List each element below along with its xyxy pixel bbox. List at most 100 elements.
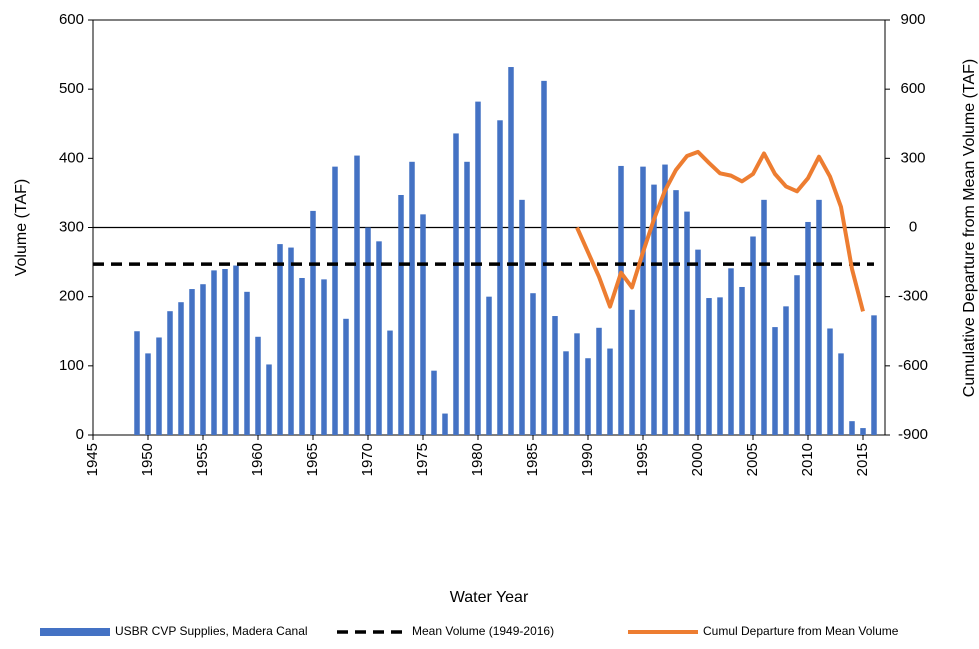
x-tick-label: 1945 bbox=[84, 443, 101, 476]
y-tick-label: 300 bbox=[59, 218, 84, 235]
bar bbox=[684, 211, 690, 435]
y2-axis-label: Cumulative Departure from Mean Volume (T… bbox=[961, 59, 978, 397]
bar bbox=[530, 293, 536, 435]
x-axis-label: Water Year bbox=[450, 589, 529, 606]
bar bbox=[387, 330, 393, 435]
bar bbox=[629, 309, 635, 435]
y-tick-label: 200 bbox=[59, 288, 84, 305]
x-tick-label: 1970 bbox=[359, 443, 376, 476]
bar bbox=[475, 101, 481, 435]
y2-tick-label: -900 bbox=[898, 426, 928, 443]
bar bbox=[607, 348, 613, 435]
bar bbox=[618, 165, 624, 436]
bar bbox=[244, 291, 250, 435]
x-tick-label: 2015 bbox=[854, 443, 871, 476]
bar bbox=[343, 318, 349, 435]
bar bbox=[134, 331, 140, 435]
bar bbox=[717, 297, 723, 435]
bar bbox=[156, 337, 162, 435]
bar bbox=[321, 279, 327, 435]
x-tick-label: 1990 bbox=[579, 443, 596, 476]
y2-tick-label: 600 bbox=[900, 80, 925, 97]
bar bbox=[574, 333, 580, 435]
bar bbox=[596, 327, 602, 435]
y-tick-label: 0 bbox=[76, 426, 84, 443]
bar bbox=[585, 358, 591, 435]
legend-swatch bbox=[40, 628, 110, 636]
x-tick-label: 1985 bbox=[524, 443, 541, 476]
y-tick-label: 100 bbox=[59, 357, 84, 374]
bar bbox=[563, 351, 569, 435]
y-tick-label: 600 bbox=[59, 11, 84, 28]
bar bbox=[640, 166, 646, 435]
bar bbox=[376, 241, 382, 435]
legend-label: Cumul Departure from Mean Volume bbox=[703, 624, 899, 638]
bar bbox=[508, 67, 514, 436]
bar bbox=[761, 199, 767, 435]
bar bbox=[167, 311, 173, 435]
bar bbox=[673, 190, 679, 435]
bar bbox=[464, 161, 470, 435]
bar bbox=[255, 336, 261, 435]
bar bbox=[266, 364, 272, 435]
y-axis-label: Volume (TAF) bbox=[13, 179, 30, 277]
bar bbox=[332, 166, 338, 435]
bar bbox=[178, 302, 184, 435]
bar bbox=[860, 428, 866, 435]
bar bbox=[431, 370, 437, 435]
bar bbox=[409, 161, 415, 435]
bar bbox=[827, 328, 833, 435]
bar bbox=[233, 265, 239, 435]
x-tick-label: 1950 bbox=[139, 443, 156, 476]
bar bbox=[541, 80, 547, 435]
y2-tick-label: -600 bbox=[898, 357, 928, 374]
x-tick-label: 1960 bbox=[249, 443, 266, 476]
bar bbox=[277, 244, 283, 435]
y-tick-label: 500 bbox=[59, 80, 84, 97]
y-tick-label: 400 bbox=[59, 149, 84, 166]
bar bbox=[189, 289, 195, 435]
bar bbox=[552, 316, 558, 435]
bar bbox=[211, 270, 217, 435]
bar bbox=[816, 199, 822, 435]
bar bbox=[365, 227, 371, 435]
bar bbox=[772, 327, 778, 435]
x-tick-label: 1995 bbox=[634, 443, 651, 476]
x-tick-label: 1980 bbox=[469, 443, 486, 476]
bar bbox=[871, 315, 877, 435]
bar bbox=[739, 286, 745, 435]
legend-label: USBR CVP Supplies, Madera Canal bbox=[115, 624, 308, 638]
y2-tick-label: 300 bbox=[900, 149, 925, 166]
y2-tick-label: 0 bbox=[909, 218, 917, 235]
bar bbox=[805, 221, 811, 435]
legend-label: Mean Volume (1949-2016) bbox=[412, 624, 554, 638]
bar bbox=[398, 194, 404, 435]
bar bbox=[519, 199, 525, 435]
bar bbox=[486, 296, 492, 435]
bar bbox=[695, 249, 701, 435]
bar bbox=[442, 413, 448, 435]
y2-tick-label: -300 bbox=[898, 288, 928, 305]
bar bbox=[354, 155, 360, 436]
bar bbox=[288, 247, 294, 435]
y2-tick-label: 900 bbox=[900, 11, 925, 28]
bar bbox=[420, 214, 426, 435]
bar bbox=[145, 353, 151, 435]
bar bbox=[783, 306, 789, 435]
bar bbox=[299, 277, 305, 435]
bar bbox=[200, 284, 206, 435]
bar bbox=[453, 133, 459, 435]
bar bbox=[849, 421, 855, 435]
x-tick-label: 2010 bbox=[799, 443, 816, 476]
x-tick-label: 2000 bbox=[689, 443, 706, 476]
bar bbox=[662, 164, 668, 435]
bar bbox=[497, 120, 503, 436]
bar bbox=[706, 298, 712, 435]
x-tick-label: 2005 bbox=[744, 443, 761, 476]
bar bbox=[838, 353, 844, 435]
x-tick-label: 1965 bbox=[304, 443, 321, 476]
x-tick-label: 1955 bbox=[194, 443, 211, 476]
bar bbox=[794, 275, 800, 435]
bar bbox=[222, 269, 228, 435]
